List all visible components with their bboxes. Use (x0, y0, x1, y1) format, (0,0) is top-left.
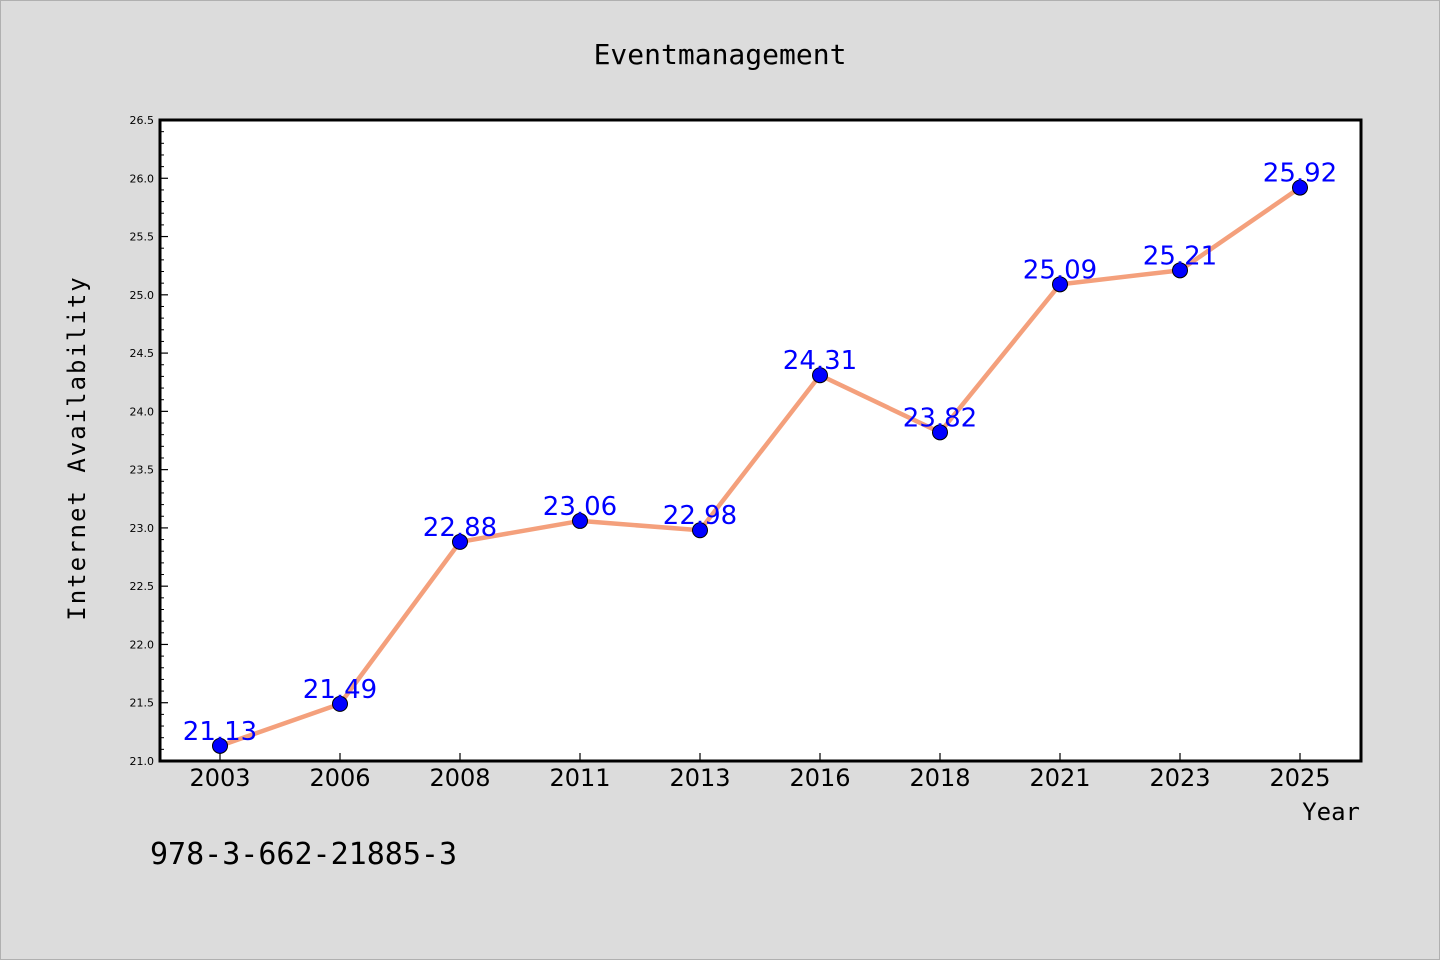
data-point (812, 367, 828, 384)
y-axis-label: Internet Availability (63, 275, 91, 620)
y-axis: 21.0 21.5 22.0 22.5 23.0 23.5 24.0 24.5 25.0 25.5… (130, 114, 168, 768)
data-point (572, 512, 588, 529)
y-tick-label: 26.5 (130, 114, 155, 127)
x-axis-label: Year (1302, 798, 1360, 826)
x-tick-label: 2023 (1149, 764, 1210, 792)
x-tick-label: 2013 (669, 764, 730, 792)
data-point (1052, 276, 1068, 293)
data-label: 21.13 (183, 717, 257, 747)
data-point (212, 737, 228, 754)
y-tick-label: 22.0 (130, 638, 155, 651)
data-label: 23.82 (903, 403, 977, 433)
x-axis: 2003 2006 2008 2011 2013 2016 2018 2021 2023 2025 (189, 753, 1331, 792)
y-tick-label: 24.5 (130, 347, 155, 360)
x-tick-label: 2008 (429, 764, 490, 792)
x-tick-label: 2006 (309, 764, 370, 792)
y-tick-label: 23.0 (130, 522, 155, 535)
data-label: 22.98 (663, 501, 737, 531)
y-tick-label: 21.0 (130, 755, 155, 768)
data-label: 24.31 (783, 346, 857, 376)
data-label: 22.88 (423, 513, 497, 543)
y-tick-label: 21.5 (130, 697, 155, 710)
data-point (1292, 179, 1308, 196)
y-tick-label: 22.5 (130, 580, 155, 593)
series-line-group (217, 185, 1303, 749)
chart-title: Eventmanagement (594, 38, 847, 71)
plot-area (158, 118, 1363, 763)
data-labels: 21.13 21.49 22.88 23.06 22.98 24.31 23.82 25.09… (183, 159, 1337, 747)
x-tick-label: 2016 (789, 764, 850, 792)
data-label: 25.09 (1023, 255, 1097, 285)
x-tick-label: 2011 (549, 764, 610, 792)
y-tick-label: 23.5 (130, 464, 155, 477)
data-label: 25.92 (1263, 159, 1337, 189)
data-point (932, 424, 948, 441)
data-point (1172, 262, 1188, 279)
y-tick-label: 26.0 (130, 172, 155, 185)
data-point (332, 695, 348, 712)
y-tick-label: 24.0 (130, 405, 155, 418)
x-tick-label: 2021 (1029, 764, 1090, 792)
data-point (692, 522, 708, 539)
y-tick-label: 25.0 (130, 289, 155, 302)
x-tick-label: 2003 (189, 764, 250, 792)
data-point (452, 533, 468, 550)
y-tick-label: 25.5 (130, 231, 155, 244)
x-tick-label: 2018 (909, 764, 970, 792)
series-line (217, 185, 1303, 749)
x-tick-label: 2025 (1269, 764, 1330, 792)
data-points (212, 179, 1308, 754)
data-label: 25.21 (1143, 241, 1217, 271)
data-label: 23.06 (543, 492, 617, 522)
data-label: 21.49 (303, 675, 377, 705)
footnote-isbn: 978-3-662-21885-3 (150, 837, 457, 872)
